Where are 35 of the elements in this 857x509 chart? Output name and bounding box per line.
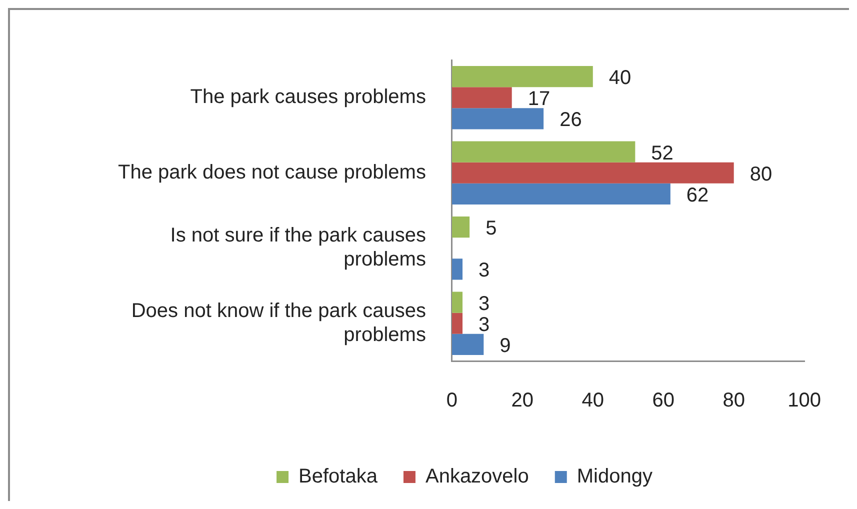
y-tick-label: The park does not cause problems (118, 161, 426, 184)
x-tick-label: 100 (788, 390, 822, 412)
x-tick-label: 40 (582, 390, 604, 412)
legend-label: Midongy (576, 466, 652, 488)
y-tick-label: The park causes problems (190, 86, 426, 108)
data-label: 17 (528, 88, 550, 110)
bar (452, 258, 463, 280)
y-tick-label: Is not sure if the park causes problems (170, 224, 426, 271)
legend-label: Ankazovelo (425, 466, 529, 488)
data-label: 80 (750, 163, 772, 186)
bar (452, 183, 670, 204)
bar (452, 87, 512, 108)
bar (452, 312, 463, 334)
data-label: 26 (560, 109, 582, 132)
bar (452, 216, 470, 238)
data-label: 40 (608, 67, 632, 90)
x-tick-label: 60 (652, 390, 674, 412)
data-label: 3 (478, 292, 490, 315)
data-label: 62 (686, 184, 709, 206)
bar (452, 66, 593, 88)
x-tick-label: 0 (446, 390, 458, 412)
data-label: 3 (478, 314, 490, 336)
y-tick-label: Does not know if the park causes problems (131, 300, 426, 346)
bar (452, 334, 484, 355)
data-label: 3 (478, 260, 490, 282)
data-label: 52 (651, 142, 674, 164)
x-tick-label: 80 (722, 390, 745, 412)
bar (452, 292, 463, 313)
data-label: 9 (500, 334, 511, 357)
bar (452, 108, 544, 130)
x-tick-label: 20 (511, 390, 534, 412)
data-label: 5 (486, 218, 497, 240)
legend-label: Befotaka (298, 466, 378, 488)
bar (452, 141, 636, 162)
bar (452, 162, 734, 184)
